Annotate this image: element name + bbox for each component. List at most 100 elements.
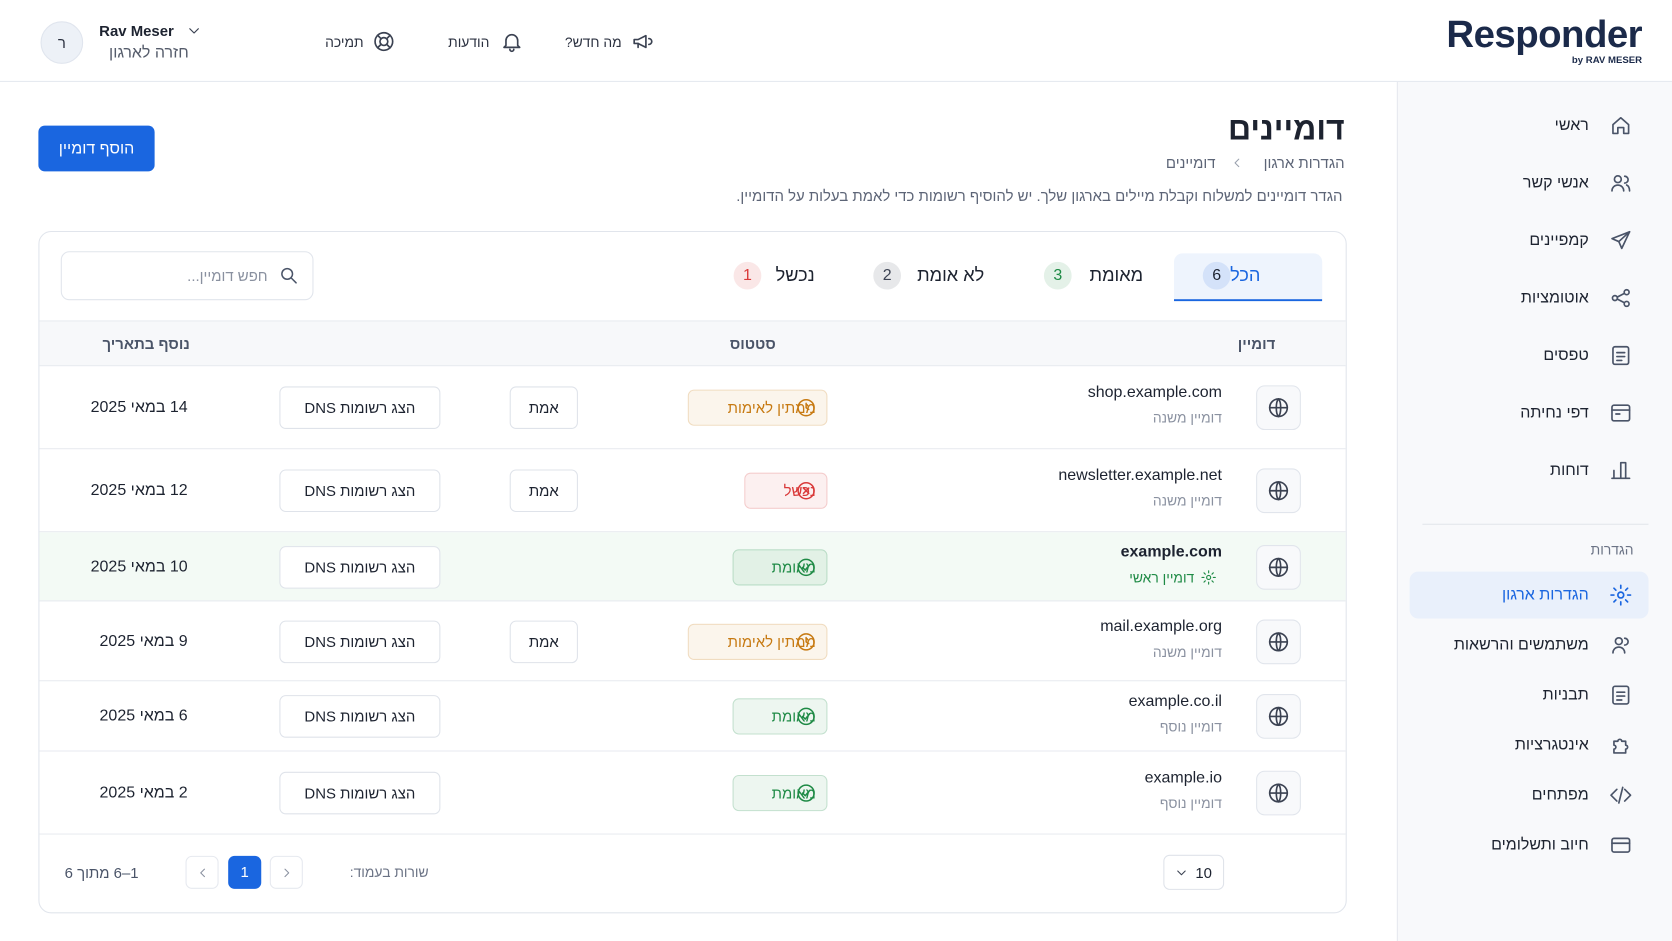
header-link[interactable]: הודעות (448, 34, 490, 51)
next-button[interactable] (269, 855, 303, 889)
icon (500, 30, 523, 53)
avatar-initial: ר (57, 34, 66, 52)
header-link[interactable]: תמיכה (325, 34, 364, 51)
dns-button[interactable]: הצג רשומות DNS (279, 695, 441, 738)
tab-count: 6 (1202, 261, 1231, 290)
nav-item[interactable]: אנשי קשר (1522, 173, 1589, 192)
verify-button[interactable]: אמת (509, 469, 578, 513)
tab-label[interactable]: מאומת (1089, 265, 1144, 286)
tab-label[interactable]: נכשל (775, 265, 815, 286)
nav-item[interactable]: קמפיינים (1529, 230, 1589, 250)
page-button[interactable]: 1 (228, 855, 262, 889)
dns-label: הצג רשומות DNS (304, 558, 416, 576)
status-label: מאומת (771, 707, 816, 725)
nav-item[interactable]: תבניות (1542, 685, 1589, 704)
status-badge: מאומת (732, 548, 828, 585)
icon (795, 397, 816, 418)
verify-button[interactable]: אמת (509, 386, 578, 429)
table-row (39, 752, 1346, 835)
icon (1609, 401, 1632, 424)
dns-label: הצג רשומות DNS (304, 399, 416, 417)
user-name[interactable]: Rav Meser (99, 22, 174, 40)
nav-item[interactable]: דפי נחיתה (1520, 403, 1589, 422)
user-sub[interactable]: חזרה לארגון (109, 43, 189, 62)
tab-count: 1 (733, 261, 762, 290)
domain-kind: דומיין נוסף (1159, 718, 1222, 735)
breadcrumb[interactable]: הגדרות ארגון (1263, 154, 1345, 172)
domain-kind: דומיין נוסף (1159, 795, 1222, 812)
status-badge: מאומת (732, 774, 828, 812)
table-row (39, 449, 1346, 533)
tab-label[interactable]: הכל (1230, 265, 1261, 286)
domain-name: shop.example.com (1087, 383, 1222, 402)
dns-button[interactable]: הצג רשומות DNS (279, 620, 441, 663)
date: 6 במאי 2025 (99, 706, 188, 725)
status-badge: מאומת (732, 698, 828, 735)
icon (1267, 555, 1290, 578)
dns-button[interactable]: הצג רשומות DNS (279, 469, 441, 513)
icon (795, 782, 816, 803)
nav-item[interactable]: טפסים (1543, 345, 1589, 365)
icon (1174, 865, 1189, 880)
table-row (39, 366, 1346, 450)
nav-item[interactable]: חיוב ותשלומים (1491, 835, 1589, 854)
dns-button[interactable]: הצג רשומות DNS (279, 771, 441, 815)
column-header: נוסף בתאריך (102, 335, 190, 353)
search-box[interactable] (60, 251, 314, 301)
header (0, 0, 1672, 82)
icon (372, 30, 395, 53)
dns-button[interactable]: הצג רשומות DNS (279, 386, 441, 429)
table-row (39, 532, 1346, 602)
icon (1609, 171, 1632, 194)
domain-kind: דומיין משנה (1152, 409, 1222, 426)
domain-kind: דומיין משנה (1152, 492, 1222, 509)
icon (795, 706, 816, 727)
nav-item[interactable]: דוחות (1550, 460, 1589, 480)
nav-item[interactable]: אוטומציות (1520, 288, 1589, 307)
header-link[interactable]: מה חדש? (564, 34, 622, 51)
domain-name: newsletter.example.net (1058, 466, 1222, 485)
tab[interactable] (1173, 253, 1323, 302)
status-label: נכשל (783, 482, 816, 500)
icon (795, 631, 816, 652)
status-label: מאומת (771, 784, 816, 802)
rows-per-page-label: שורות בעמוד: (349, 864, 429, 881)
tab-count: 2 (873, 261, 902, 290)
status-label: מאומת (771, 558, 816, 576)
domain-kind: דומיין ראשי (1129, 568, 1195, 585)
column-header: סטטוס (729, 335, 776, 353)
status-badge: ממתין לאימות (688, 623, 828, 660)
page-description: הגדר דומיינים למשלוח וקבלת מיילים בארגון… (736, 187, 1343, 205)
page-range: 1–6 מתוך 6 (64, 864, 139, 882)
nav-item[interactable]: אינטגרציות (1514, 735, 1589, 754)
prev-button[interactable] (185, 855, 219, 889)
nav-section-title: הגדרות (1590, 541, 1634, 558)
icon (631, 30, 654, 53)
date: 10 במאי 2025 (90, 557, 188, 576)
nav-item[interactable]: הגדרות ארגון (1501, 585, 1589, 604)
domain-name: example.io (1144, 768, 1222, 787)
tab-label[interactable]: לא אומת (917, 265, 985, 286)
icon (1609, 114, 1632, 137)
icon (1267, 781, 1290, 804)
rows-per-page-select[interactable] (1163, 854, 1225, 890)
add-button[interactable]: הוסף דומיין (38, 125, 155, 172)
verify-label: אמת (528, 399, 559, 417)
add-button-label: הוסף דומיין (58, 139, 135, 158)
dns-button[interactable]: הצג רשומות DNS (279, 545, 441, 589)
status-badge: נכשל (744, 472, 828, 509)
nav-item[interactable]: משתמשים והרשאות (1453, 635, 1589, 654)
nav-item[interactable]: מפתחים (1531, 785, 1589, 804)
nav-active-bg[interactable] (1409, 571, 1649, 619)
avatar[interactable]: ר (40, 21, 84, 64)
dns-label: הצג רשומות DNS (304, 632, 416, 650)
dns-label: הצג רשומות DNS (304, 482, 416, 500)
nav-item[interactable]: ראשי (1554, 116, 1589, 135)
page-title: דומיינים (1227, 111, 1345, 147)
icon (1609, 733, 1632, 756)
verify-button[interactable]: אמת (509, 620, 578, 663)
table-row (39, 681, 1346, 752)
sidebar-divider (1422, 523, 1649, 525)
